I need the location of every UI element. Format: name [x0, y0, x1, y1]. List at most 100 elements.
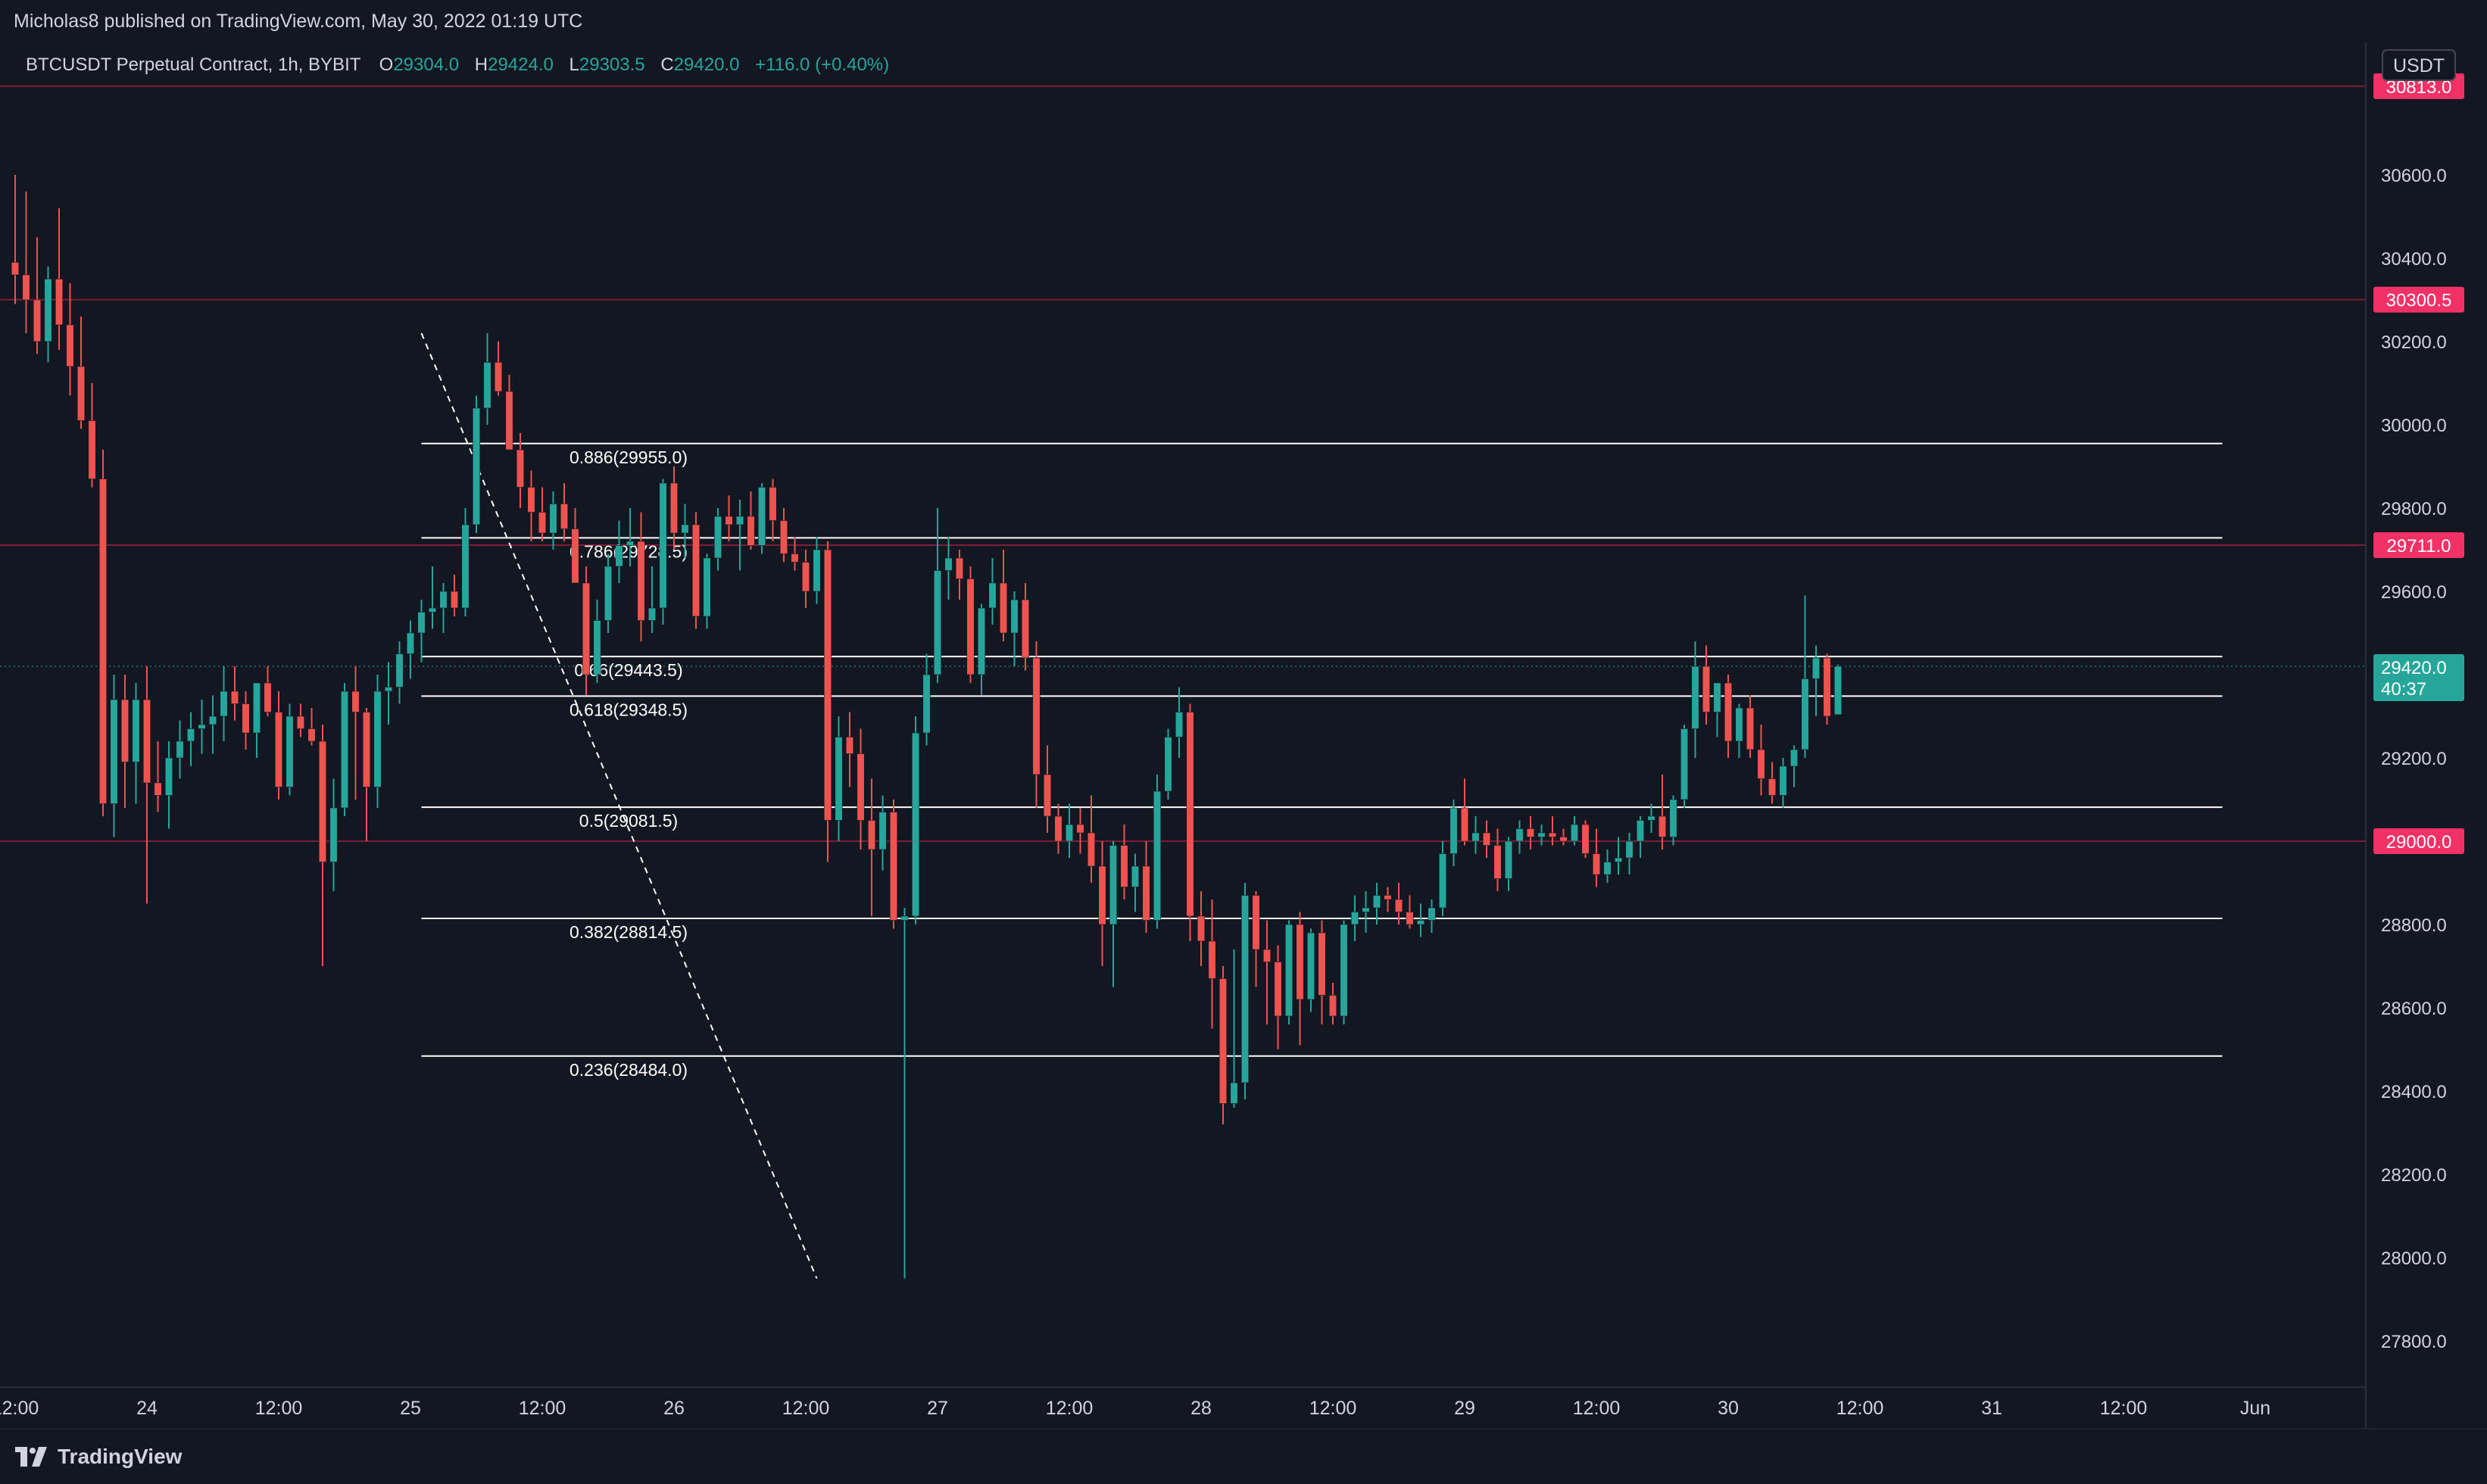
close-value: 29420.0	[674, 55, 740, 75]
candle	[1614, 837, 1623, 874]
candle	[318, 725, 327, 966]
time-tick-label: 12:00	[1046, 1398, 1094, 1419]
level-price-tag	[2373, 286, 2464, 313]
candle	[571, 508, 579, 584]
candle	[362, 708, 371, 841]
candle-body	[1186, 712, 1194, 917]
candle	[252, 682, 261, 758]
candle	[1833, 664, 1843, 716]
candle	[615, 520, 623, 583]
candle-body	[757, 487, 766, 546]
level-price-label: 30300.5	[2386, 291, 2452, 311]
candle-body	[329, 807, 338, 862]
fib-trend-line[interactable]	[420, 332, 818, 1279]
candle	[1636, 816, 1645, 858]
level-price-tag	[2373, 532, 2464, 558]
candle	[1318, 920, 1326, 1024]
publish-info: Micholas8 published on TradingView.com, …	[14, 11, 583, 32]
candle	[1724, 675, 1733, 758]
candle	[1186, 703, 1194, 941]
candle-body	[395, 653, 404, 687]
candle	[340, 683, 349, 816]
candle-body	[373, 691, 382, 787]
candle-body	[307, 728, 316, 742]
horizontal-levels	[0, 85, 2366, 842]
candle-body	[1175, 712, 1184, 737]
candle-body	[1833, 666, 1843, 716]
price-tick-label: 30200.0	[2381, 332, 2447, 353]
candle	[944, 537, 953, 600]
candle-body	[1296, 924, 1304, 1000]
candle-body	[1746, 707, 1755, 750]
candle-body	[845, 737, 854, 754]
candle-body	[1021, 599, 1030, 659]
candle-body	[878, 812, 887, 850]
candle	[1559, 828, 1568, 846]
price-tick-label: 27800.0	[2381, 1332, 2447, 1352]
candle-body	[461, 524, 470, 609]
candle-body	[362, 712, 371, 787]
candle	[395, 641, 404, 704]
candle-body	[1504, 840, 1513, 879]
candle	[1021, 583, 1030, 671]
candle-body	[626, 541, 635, 546]
candle-body	[779, 520, 788, 554]
price-chart[interactable]: 0.886(29955.0)0.786(29728.5)0.66(29443.5…	[0, 42, 2487, 1428]
price-tick-label: 30400.0	[2381, 249, 2447, 270]
candle	[1691, 641, 1699, 758]
candle	[1647, 803, 1655, 833]
candle	[242, 691, 250, 750]
candle	[1372, 883, 1381, 924]
candle	[867, 778, 876, 916]
candle-body	[505, 391, 513, 450]
candle	[1087, 795, 1096, 883]
candle-body	[1131, 865, 1140, 887]
price-scale[interactable]	[2366, 42, 2487, 1428]
candle-body	[966, 578, 975, 675]
candle-body	[1142, 865, 1150, 921]
low-label: L	[569, 55, 579, 75]
candle	[329, 778, 338, 891]
time-axis-labels[interactable]: 12:00 24 12:00 25 12:00 26 12:00 27 12:00 28 12:00…	[0, 1398, 2270, 1419]
candle	[857, 728, 865, 850]
candle	[450, 575, 459, 616]
candle-body	[571, 528, 579, 584]
candle	[11, 175, 20, 304]
candle	[1428, 899, 1436, 933]
candle-body	[1262, 949, 1272, 962]
time-tick-label: 31	[1981, 1398, 2002, 1419]
fib-retracement[interactable]: 0.886(29955.0)0.786(29728.5)0.66(29443.5…	[420, 332, 2223, 1279]
tradingview-brand[interactable]: TradingView	[15, 1445, 182, 1469]
symbol-title[interactable]: BTCUSDT Perpetual Contract, 1h, BYBIT	[26, 55, 361, 75]
candle-body	[615, 545, 623, 567]
candle	[1296, 912, 1304, 1046]
candle-body	[691, 524, 701, 617]
candle	[735, 500, 744, 571]
candle-body	[1219, 978, 1228, 1104]
candle-body	[1768, 778, 1777, 796]
candle-body	[1779, 765, 1787, 796]
candle-body	[604, 566, 613, 621]
candle-body	[428, 607, 437, 613]
candle	[208, 695, 217, 754]
candle	[900, 908, 909, 1279]
footer: TradingView	[0, 1428, 2487, 1484]
candle-body	[1076, 824, 1084, 834]
candle	[933, 508, 942, 683]
candle-body	[1636, 820, 1645, 842]
currency-box[interactable]	[2382, 49, 2456, 81]
candles	[11, 175, 1843, 1279]
tradingview-logo-icon	[15, 1447, 47, 1467]
candle-body	[1043, 774, 1052, 817]
candle-body	[252, 682, 261, 734]
candle	[1032, 641, 1041, 808]
candle-body	[66, 324, 74, 367]
candle	[1779, 758, 1787, 808]
candle-body	[132, 699, 140, 762]
candle	[516, 433, 525, 508]
candle	[154, 741, 162, 812]
candle	[681, 504, 689, 558]
candle-body	[1460, 807, 1469, 842]
candle-body	[1647, 815, 1655, 821]
fib-level-label: 0.5(29081.5)	[579, 811, 678, 831]
